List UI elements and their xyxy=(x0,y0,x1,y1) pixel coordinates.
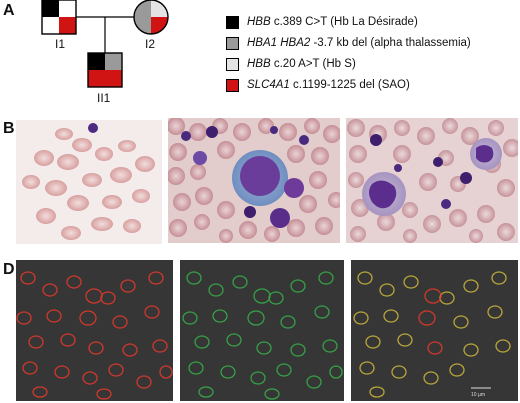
legend-gene: HBA1 HBA2 xyxy=(247,37,311,49)
fluorescence-image-red xyxy=(16,260,173,401)
father-symbol xyxy=(41,0,77,35)
panel-a-label: A xyxy=(3,2,15,19)
mother-symbol xyxy=(133,0,169,35)
blood-smear-image-c2 xyxy=(346,118,518,243)
legend-swatch xyxy=(226,57,239,71)
legend-item-0: HBB c.389 C>T (Hb La Désirade) xyxy=(226,14,418,30)
legend-item-3: SLC4A1 c.1199-1225 del (SAO) xyxy=(226,77,410,93)
panel-d-label: D xyxy=(3,261,15,278)
legend-desc: c.20 A>T (Hb S) xyxy=(270,58,356,70)
legend-swatch xyxy=(226,15,239,29)
panel-b-label: B xyxy=(3,120,15,137)
fluorescence-image-green xyxy=(180,260,344,401)
fluorescence-image-merge xyxy=(351,260,518,401)
legend-desc: c.1199-1225 del (SAO) xyxy=(289,79,410,91)
father-label: I1 xyxy=(55,37,66,51)
blood-smear-image-c1 xyxy=(168,118,340,243)
legend-desc: -3.7 kb del (alpha thalassemia) xyxy=(310,37,471,49)
legend-item-2: HBB c.20 A>T (Hb S) xyxy=(226,56,356,72)
child-label: II1 xyxy=(97,91,111,105)
scale-bar-label: 10 µm xyxy=(471,392,485,398)
blood-smear-image-b xyxy=(16,120,162,244)
mother-label: I2 xyxy=(145,37,156,51)
legend-item-1: HBA1 HBA2 -3.7 kb del (alpha thalassemia… xyxy=(226,35,471,51)
child-symbol xyxy=(87,52,123,88)
pedigree-chart xyxy=(41,0,169,88)
legend-gene: HBB xyxy=(247,58,271,70)
legend-desc: c.389 C>T (Hb La Désirade) xyxy=(270,16,418,28)
legend-gene: SLC4A1 xyxy=(247,79,290,91)
legend-gene: HBB xyxy=(247,16,271,28)
legend-swatch xyxy=(226,78,239,92)
legend-swatch xyxy=(226,36,239,50)
